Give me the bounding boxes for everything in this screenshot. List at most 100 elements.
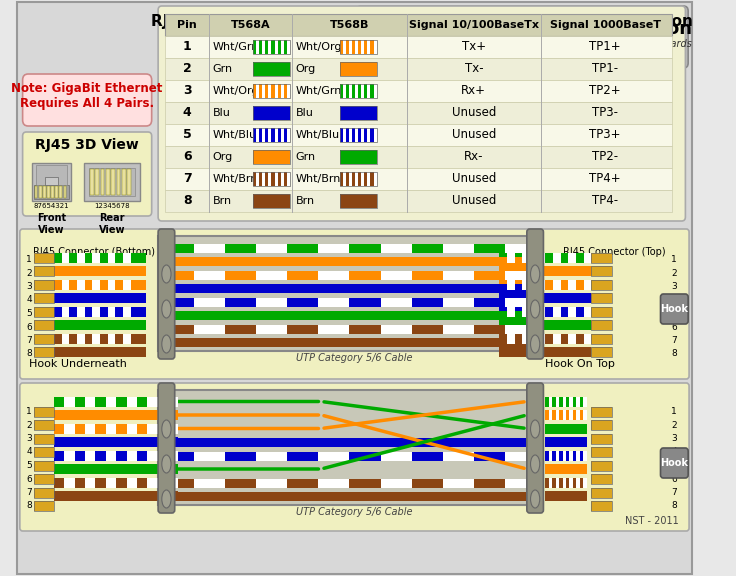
Text: 8: 8 [671, 502, 677, 510]
Bar [256, 172, 259, 186]
Bar [591, 266, 612, 276]
Ellipse shape [162, 420, 171, 438]
Bar [584, 334, 591, 343]
Text: Unused: Unused [452, 128, 496, 142]
Bar [591, 434, 612, 444]
Bar [107, 334, 116, 343]
Text: Signal 1000BaseT: Signal 1000BaseT [550, 20, 661, 30]
Bar [443, 297, 474, 306]
Bar [367, 40, 370, 54]
Bar [591, 407, 612, 416]
Bar [163, 284, 536, 293]
Text: 2: 2 [183, 63, 191, 75]
Bar [163, 244, 536, 252]
Bar [367, 84, 370, 98]
Bar [54, 320, 146, 330]
Bar [355, 172, 358, 186]
Bar [92, 252, 100, 263]
Bar [591, 501, 612, 511]
Text: Wht/Org: Wht/Org [213, 86, 259, 96]
Bar [591, 266, 612, 276]
Bar [318, 479, 350, 487]
Text: TP1-: TP1- [592, 63, 618, 75]
Text: 2: 2 [671, 420, 677, 430]
Bar [545, 410, 587, 420]
Text: Grn: Grn [213, 64, 233, 74]
Bar [367, 172, 370, 186]
Bar [343, 128, 346, 142]
Bar [34, 487, 54, 498]
Bar [505, 324, 536, 334]
Text: Crossover Cable: Crossover Cable [273, 391, 436, 409]
Text: TP4-: TP4- [592, 195, 618, 207]
Bar [507, 306, 514, 316]
Ellipse shape [531, 490, 539, 508]
Bar [505, 297, 536, 306]
Bar [591, 347, 612, 357]
Bar [127, 478, 137, 487]
Bar [111, 169, 115, 195]
Bar [591, 306, 612, 316]
Bar [443, 324, 474, 334]
Bar [54, 252, 146, 263]
Text: 6: 6 [26, 475, 32, 483]
Bar [253, 172, 290, 186]
Bar [340, 172, 377, 186]
Bar [340, 194, 377, 208]
Text: T568B: T568B [330, 20, 369, 30]
Bar [280, 40, 284, 54]
Text: Wht/Grn: Wht/Grn [295, 86, 342, 96]
Bar [92, 279, 100, 290]
Bar [591, 252, 612, 263]
FancyBboxPatch shape [20, 383, 689, 531]
Text: Front
View: Front View [37, 213, 66, 234]
Bar [373, 84, 377, 98]
Bar [545, 478, 587, 487]
Bar [591, 279, 612, 290]
Bar [523, 252, 530, 263]
Bar [591, 407, 612, 416]
Bar [340, 150, 377, 164]
Bar [194, 271, 225, 279]
Bar [253, 172, 290, 186]
Text: TP4+: TP4+ [590, 172, 621, 185]
Bar [34, 320, 54, 330]
Text: TP3+: TP3+ [590, 128, 621, 142]
Bar [349, 172, 352, 186]
Text: Grn: Grn [295, 152, 316, 162]
Bar [63, 186, 66, 198]
Text: 5: 5 [26, 309, 32, 318]
Bar [54, 410, 178, 420]
Ellipse shape [531, 420, 539, 438]
Bar [349, 128, 352, 142]
Bar [253, 40, 290, 54]
Bar [106, 478, 116, 487]
Text: 1: 1 [671, 255, 677, 264]
Bar [34, 347, 54, 357]
Bar [591, 460, 612, 471]
Bar [194, 324, 225, 334]
Bar [275, 40, 277, 54]
Bar [576, 410, 580, 420]
Text: 12345678: 12345678 [94, 203, 130, 209]
Bar [553, 252, 561, 263]
Bar [90, 169, 93, 195]
Bar [591, 487, 612, 498]
Bar [591, 447, 612, 457]
FancyBboxPatch shape [356, 6, 688, 68]
Text: 3: 3 [671, 282, 677, 291]
Bar [256, 297, 287, 306]
Bar [163, 311, 536, 320]
Bar [269, 40, 272, 54]
Text: 1: 1 [183, 40, 191, 54]
Bar [591, 279, 612, 290]
Text: 7: 7 [671, 336, 677, 345]
Text: 8: 8 [671, 350, 677, 358]
Bar [34, 407, 54, 416]
Text: 2: 2 [26, 268, 32, 278]
Bar [166, 58, 671, 80]
Bar [275, 172, 277, 186]
FancyBboxPatch shape [158, 6, 685, 221]
Bar [34, 460, 54, 471]
Bar [545, 437, 587, 447]
